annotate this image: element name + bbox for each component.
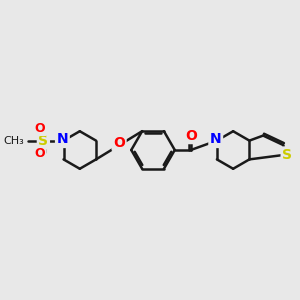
Text: O: O [113,136,125,149]
Text: S: S [38,134,48,148]
Text: CH₃: CH₃ [3,136,24,146]
Text: O: O [185,129,197,142]
Text: S: S [282,148,292,162]
Text: O: O [34,122,45,134]
Text: O: O [34,147,45,160]
Text: N: N [57,133,68,146]
Text: N: N [210,133,221,146]
